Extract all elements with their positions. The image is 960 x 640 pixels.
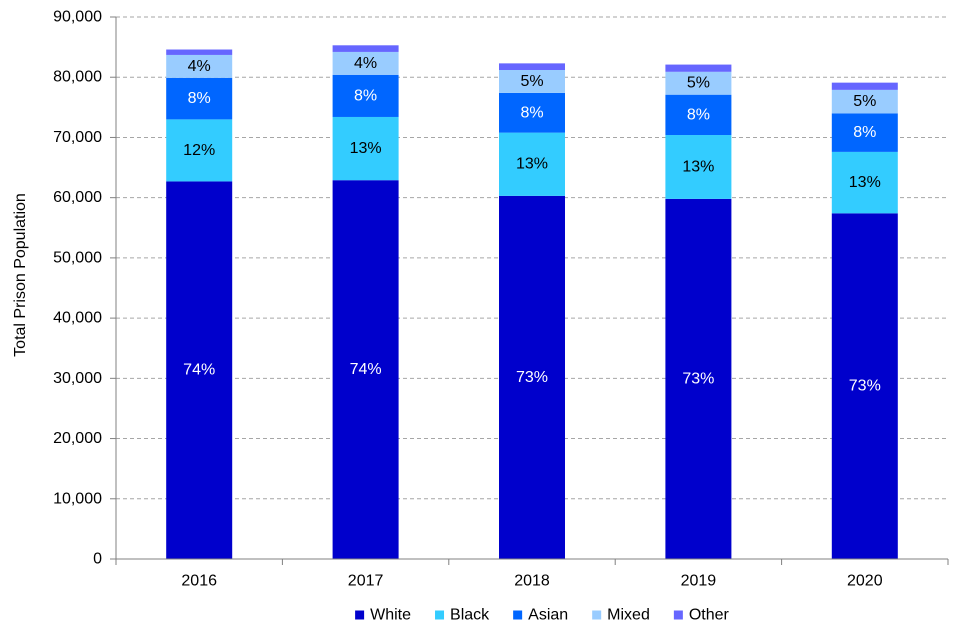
y-tick-label: 70,000 <box>53 129 102 146</box>
legend-label: Black <box>450 607 490 624</box>
bar-white-2019 <box>665 198 732 560</box>
y-tick-label: 40,000 <box>53 310 102 327</box>
legend-swatch <box>592 610 602 620</box>
bars: 74% 12% 8% 4% 74% 13% 8% 4% 73% 13% 8% 5% 73% 13% 8% 5%… <box>166 45 898 560</box>
x-tick-label: 2018 <box>514 573 550 590</box>
bar-white-2017 <box>332 180 399 560</box>
bar-other-2017 <box>332 45 399 52</box>
bar-other-2016 <box>166 49 233 55</box>
y-tick-label: 0 <box>93 551 102 568</box>
legend-item-asian: Asian <box>513 607 568 624</box>
data-label-asian-2020: 8% <box>853 124 876 141</box>
legend-label: Other <box>689 607 730 624</box>
bar-asian-2017 <box>332 74 399 117</box>
legend-label: Mixed <box>607 607 650 624</box>
tick-labels: 0 10,000 20,000 30,000 40,000 50,000 60,000 70,… <box>53 9 883 590</box>
data-label-black-2020: 13% <box>849 174 881 191</box>
y-tick-label: 10,000 <box>53 490 102 507</box>
bar-mixed-2018 <box>499 69 565 93</box>
x-tick-label: 2016 <box>181 573 217 590</box>
data-label-white-2020: 73% <box>849 378 881 395</box>
bar-white-2016 <box>166 181 233 559</box>
data-label-white-2016: 74% <box>183 362 215 379</box>
legend-swatch <box>513 610 523 620</box>
y-tick-label: 20,000 <box>53 430 102 447</box>
legend-swatch <box>673 610 683 620</box>
bar-asian-2018 <box>499 92 565 133</box>
data-label-asian-2017: 8% <box>354 87 377 104</box>
x-tick-label: 2020 <box>847 573 883 590</box>
data-label-black-2018: 13% <box>516 156 548 173</box>
data-label-white-2018: 73% <box>516 369 548 386</box>
data-label-asian-2018: 8% <box>520 104 543 121</box>
legend-item-black: Black <box>435 607 490 624</box>
y-axis-title: Total Prison Population <box>12 193 29 357</box>
bar-asian-2019 <box>665 94 732 136</box>
x-tick-label: 2019 <box>681 573 717 590</box>
data-label-black-2017: 13% <box>350 140 382 157</box>
data-label-asian-2019: 8% <box>687 106 710 123</box>
legend-item-mixed: Mixed <box>592 607 650 624</box>
bar-asian-2020 <box>831 113 898 152</box>
y-tick-label: 80,000 <box>53 69 102 86</box>
bar-black-2016 <box>166 119 233 182</box>
bar-mixed-2019 <box>665 71 732 95</box>
y-tick-label: 50,000 <box>53 249 102 266</box>
legend-swatch <box>435 610 445 620</box>
legend-label: Asian <box>528 607 568 624</box>
bar-other-2020 <box>831 82 898 90</box>
legend-swatch <box>355 610 365 620</box>
bar-other-2018 <box>499 63 565 70</box>
bar-other-2019 <box>665 64 732 72</box>
data-label-white-2017: 74% <box>350 361 382 378</box>
y-tick-label: 30,000 <box>53 370 102 387</box>
data-label-mixed-2020: 5% <box>853 93 876 110</box>
data-label-asian-2016: 8% <box>188 90 211 107</box>
data-label-mixed-2017: 4% <box>354 55 377 72</box>
bar-asian-2016 <box>166 77 233 120</box>
legend-label: White <box>370 607 411 624</box>
bar-white-2020 <box>831 213 898 559</box>
legend-item-white: White <box>355 607 411 624</box>
bar-mixed-2016 <box>166 54 233 78</box>
data-label-mixed-2016: 4% <box>188 58 211 75</box>
bar-white-2018 <box>499 195 565 560</box>
data-label-mixed-2019: 5% <box>687 75 710 92</box>
data-label-black-2019: 13% <box>682 158 714 175</box>
bar-black-2017 <box>332 116 399 181</box>
bar-black-2020 <box>831 151 898 214</box>
data-label-mixed-2018: 5% <box>520 73 543 90</box>
bar-mixed-2017 <box>332 51 399 75</box>
bar-mixed-2020 <box>831 89 898 114</box>
data-label-white-2019: 73% <box>682 370 714 387</box>
legend-item-other: Other <box>673 607 730 624</box>
data-label-black-2016: 12% <box>183 142 215 159</box>
y-tick-label: 60,000 <box>53 189 102 206</box>
bar-black-2018 <box>499 132 565 196</box>
x-tick-label: 2017 <box>348 573 384 590</box>
y-tick-label: 90,000 <box>53 9 102 26</box>
legend: White Black Asian Mixed Other <box>355 607 730 624</box>
axes <box>110 16 949 565</box>
bar-black-2019 <box>665 135 732 199</box>
